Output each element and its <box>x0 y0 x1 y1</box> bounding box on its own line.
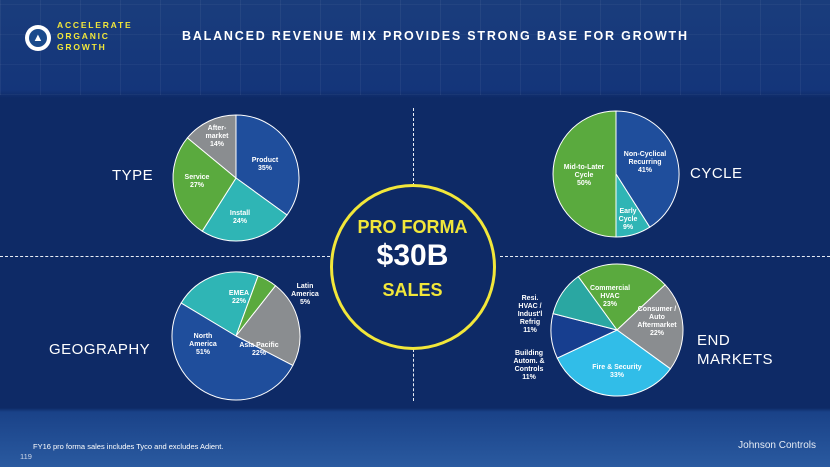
pie-slice <box>616 284 684 370</box>
pie-geography: EMEA 22% Latin America 5% Asia Pacific 22% Nort… <box>171 271 319 401</box>
pie-slice <box>171 302 294 401</box>
pie-slice <box>172 137 237 232</box>
slice-label: EMEA 22% <box>229 290 249 305</box>
label-end-markets-2: MARKETS <box>697 351 774 368</box>
slice-label: Building Autom. & Controls 11% <box>513 350 544 381</box>
background-grid <box>0 0 830 95</box>
divider-bottom <box>413 349 414 401</box>
slice-label: Early Cycle 9% <box>619 208 638 231</box>
page-number: 119 <box>20 452 32 461</box>
company-name: Johnson Controls <box>738 440 816 451</box>
pie-slice <box>556 329 672 397</box>
label-cycle: CYCLE <box>690 165 743 182</box>
slice-label: Commercial HVAC 23% <box>590 285 630 308</box>
brand-line-3: GROWTH <box>57 42 107 52</box>
divider-right <box>500 256 830 257</box>
slice-label: Consumer / Auto Aftermarket 22% <box>637 306 677 337</box>
slice-label: Asia Pacific 22% <box>239 342 278 357</box>
divider-left <box>0 256 330 257</box>
pie-slice <box>577 263 666 331</box>
pie-slice <box>552 110 617 238</box>
brand-line-1: ACCELERATE <box>57 20 133 30</box>
slice-label: Non-Cyclical Recurring 41% <box>624 151 666 174</box>
pie-type: Product 35% Install 24% Service 27% After-mark… <box>172 114 300 242</box>
pie-slice <box>180 271 259 337</box>
label-geography: GEOGRAPHY <box>49 341 151 358</box>
center-line-1: PRO FORMA <box>357 217 468 237</box>
pro-forma-circle: PRO FORMA $30B SALES <box>330 184 496 350</box>
center-line-2: $30B <box>376 239 449 272</box>
brand-line-2: ORGANIC <box>57 31 110 41</box>
growth-chart-icon: ▲ <box>25 25 51 51</box>
slice-label: Fire & Security 33% <box>592 364 642 379</box>
pie-slice <box>235 114 300 216</box>
slice-label: Mid-to-Later Cycle 50% <box>564 164 605 187</box>
pie-slice <box>201 177 288 242</box>
center-line-3: SALES <box>382 280 443 300</box>
pie-slice <box>235 285 301 367</box>
label-end-markets-1: END <box>697 332 731 349</box>
slice-label: North America 51% <box>189 333 217 356</box>
pie-slice <box>186 114 237 180</box>
pie-end-markets: Commercial HVAC 23% Consumer / Auto Aftermark… <box>513 263 684 397</box>
slice-label: Product 35% <box>252 157 279 172</box>
slide-title: BALANCED REVENUE MIX PROVIDES STRONG BAS… <box>182 29 689 43</box>
slice-label: After-market 14% <box>206 125 230 148</box>
pie-slice <box>552 275 619 331</box>
label-type: TYPE <box>112 167 154 184</box>
pie-cycle: Non-Cyclical Recurring 41% Early Cycle 9% Mid-… <box>552 110 680 238</box>
slice-label: Latin America 5% <box>291 283 319 306</box>
slice-label: Resi. HVAC / Indust'l Refrig 11% <box>518 295 543 334</box>
slice-label: Install 24% <box>230 210 250 225</box>
divider-top <box>413 108 414 186</box>
footnote: FY16 pro forma sales includes Tyco and e… <box>33 442 224 451</box>
slice-label: Service 27% <box>185 174 210 189</box>
